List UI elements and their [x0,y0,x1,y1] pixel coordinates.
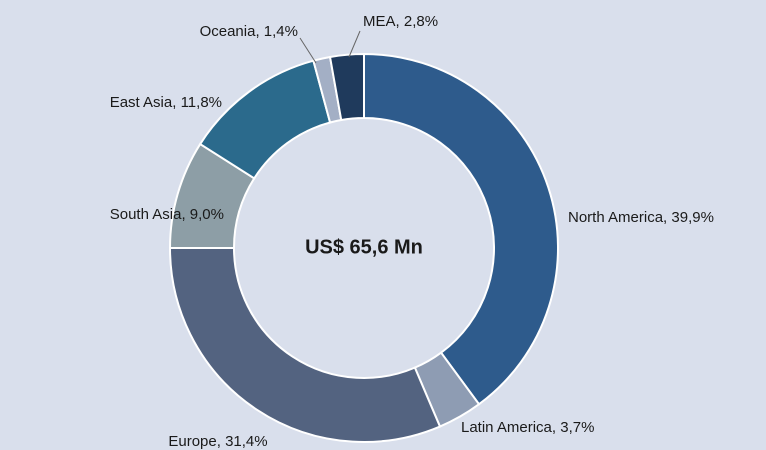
slice-label: Latin America, 3,7% [461,419,594,436]
value-label: 1,4% [264,23,298,40]
category-name: Latin America [461,419,553,436]
separator: , [552,419,560,436]
value-label: 31,4% [225,433,268,450]
separator: , [396,13,404,30]
category-name: North America [568,209,664,226]
slice-label: Europe, 31,4% [168,433,267,450]
category-name: MEA [363,13,396,30]
leader-line [299,37,317,64]
separator: , [181,206,189,223]
slice [363,52,559,406]
category-name: Oceania [200,23,257,40]
slice-label: East Asia, 11,8% [110,94,222,111]
value-label: 9,0% [190,206,224,223]
separator: , [663,209,671,226]
slice-label: MEA, 2,8% [363,13,438,30]
value-label: 11,8% [181,94,222,111]
category-name: South Asia [110,206,182,223]
category-name: East Asia [110,94,173,111]
category-name: Europe [168,433,216,450]
slice-label: North America, 39,9% [568,209,714,226]
leader-line [348,30,361,58]
separator: , [255,23,263,40]
separator: , [217,433,225,450]
value-label: 3,7% [560,419,594,436]
center-label: US$ 65,6 Mn [305,236,423,258]
separator: , [172,94,180,111]
slices [168,52,559,443]
slice [328,52,365,122]
slice [168,247,442,443]
slice-label: Oceania, 1,4% [200,23,298,40]
value-label: 39,9% [671,209,714,226]
value-label: 2,8% [404,13,438,30]
slice-label: South Asia, 9,0% [110,206,224,223]
labels: North America, 39,9% Latin America, 3,7% E… [110,13,714,450]
